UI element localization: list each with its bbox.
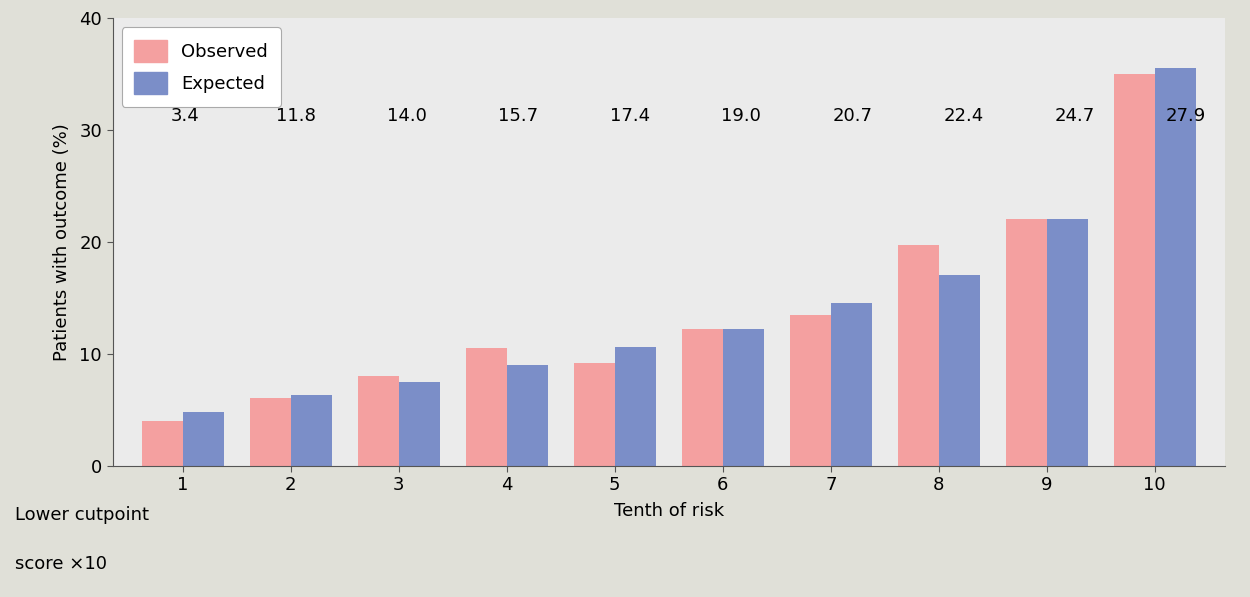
Bar <box>141 421 182 466</box>
Bar <box>1155 68 1196 466</box>
Bar <box>357 376 399 466</box>
Bar <box>399 381 440 466</box>
Text: 27.9: 27.9 <box>1166 107 1206 125</box>
Bar <box>615 347 656 466</box>
Bar <box>722 329 764 466</box>
Bar <box>1006 219 1046 466</box>
Bar <box>939 275 980 466</box>
Text: 20.7: 20.7 <box>832 107 872 125</box>
Bar <box>182 412 224 466</box>
Text: Lower cutpoint: Lower cutpoint <box>15 506 149 524</box>
Bar <box>790 315 831 466</box>
Text: 24.7: 24.7 <box>1055 107 1095 125</box>
Text: 3.4: 3.4 <box>170 107 199 125</box>
Text: 11.8: 11.8 <box>276 107 316 125</box>
Text: 15.7: 15.7 <box>499 107 539 125</box>
Bar <box>250 399 291 466</box>
Bar <box>466 348 506 466</box>
Bar <box>681 329 722 466</box>
Bar <box>291 395 331 466</box>
Bar <box>574 362 615 466</box>
X-axis label: Tenth of risk: Tenth of risk <box>614 503 724 521</box>
Text: 14.0: 14.0 <box>388 107 428 125</box>
Bar <box>1114 74 1155 466</box>
Bar <box>898 245 939 466</box>
Bar <box>1046 219 1088 466</box>
Y-axis label: Patients with outcome (%): Patients with outcome (%) <box>52 123 71 361</box>
Legend: Observed, Expected: Observed, Expected <box>121 27 280 107</box>
Text: 19.0: 19.0 <box>721 107 761 125</box>
Text: 17.4: 17.4 <box>610 107 650 125</box>
Text: 22.4: 22.4 <box>944 107 984 125</box>
Bar <box>506 365 548 466</box>
Text: score ×10: score ×10 <box>15 555 108 573</box>
Bar <box>831 303 871 466</box>
